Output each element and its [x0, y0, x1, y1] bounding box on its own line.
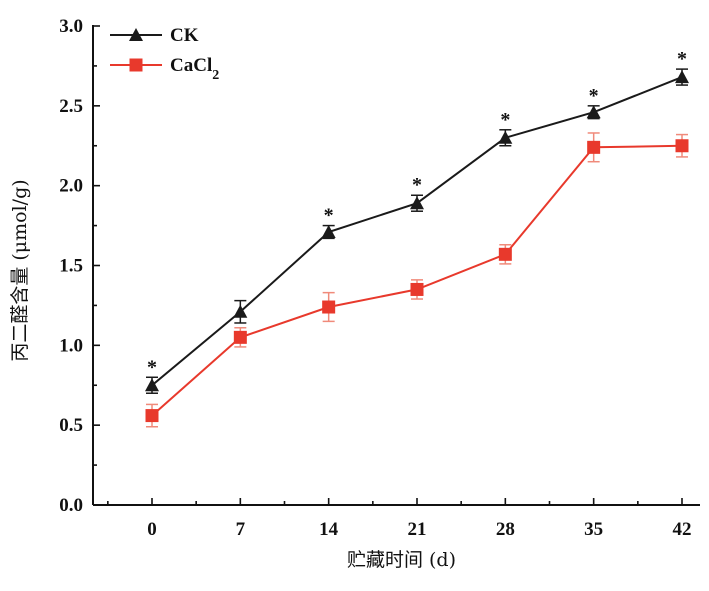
y-tick-label: 2.5	[59, 96, 83, 117]
y-tick-label: 2.0	[59, 176, 83, 197]
legend-label: CK	[170, 25, 199, 46]
x-tick-label: 35	[584, 519, 603, 540]
data-point-triangle	[321, 224, 336, 238]
y-tick-label: 0.0	[59, 495, 83, 516]
data-point-square	[233, 330, 247, 344]
data-point-triangle	[233, 304, 248, 318]
significance-markers: * * * * * *	[147, 48, 687, 378]
significance-star: *	[589, 85, 599, 107]
data-point-triangle	[675, 70, 689, 84]
x-axis-label: 贮藏时间 (d)	[347, 549, 456, 571]
series-line	[151, 76, 683, 387]
data-markers	[145, 70, 689, 423]
significance-star: *	[500, 109, 510, 131]
axes: 0.0 0.5 1.0 1.5 2.0 2.5 3.0 0 7 14 21 28 35 42	[59, 16, 700, 540]
data-point-square	[322, 300, 336, 314]
legend: CK CaCl2	[110, 25, 219, 83]
x-tick-label: 42	[673, 519, 692, 540]
significance-star: *	[324, 205, 334, 227]
legend-label: CaCl2	[170, 55, 219, 83]
data-point-square	[675, 139, 689, 153]
data-point-triangle	[586, 105, 601, 119]
x-tick-label: 28	[496, 519, 515, 540]
significance-star: *	[147, 356, 157, 378]
legend-marker-square	[129, 58, 143, 72]
error-bars	[146, 68, 688, 428]
y-tick-label: 3.0	[59, 16, 83, 37]
x-tick-label: 14	[319, 519, 339, 540]
x-tick-label: 0	[147, 519, 157, 540]
data-point-triangle	[145, 378, 159, 392]
data-point-triangle	[498, 130, 513, 144]
y-tick-label: 1.5	[59, 256, 83, 277]
x-tick-label: 7	[236, 519, 246, 540]
data-point-triangle	[410, 196, 424, 210]
series-lines	[151, 76, 683, 417]
data-point-square	[410, 282, 424, 296]
data-point-square	[145, 409, 159, 423]
data-point-square	[498, 247, 512, 261]
significance-star: *	[677, 48, 687, 70]
significance-star: *	[412, 174, 422, 196]
legend-marker-triangle	[129, 28, 143, 41]
y-tick-label: 0.5	[59, 415, 83, 436]
x-tick-label: 21	[408, 519, 427, 540]
data-point-square	[587, 140, 601, 154]
y-axis-label: 丙二醛含量 (μmol/g)	[9, 179, 31, 361]
y-tick-label: 1.0	[59, 335, 83, 356]
